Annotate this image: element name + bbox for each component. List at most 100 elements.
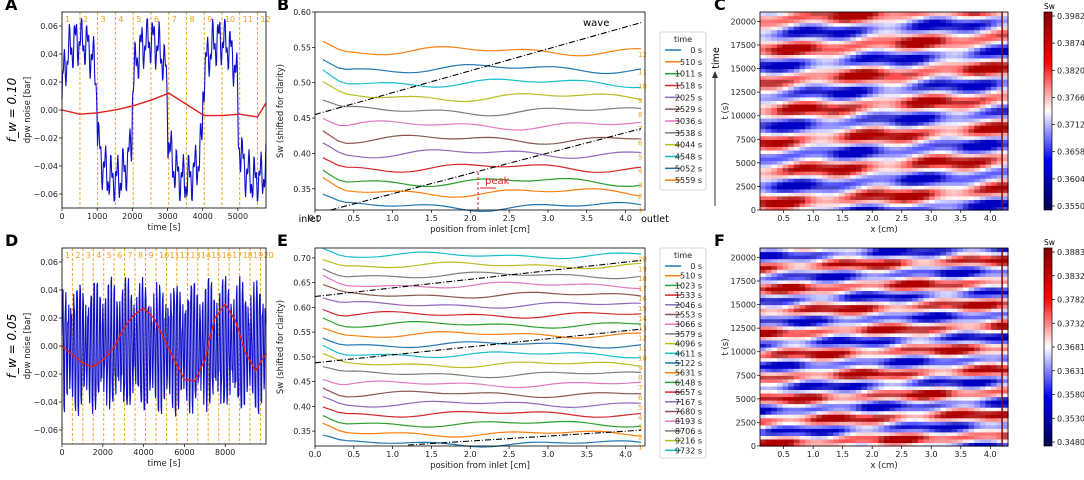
heatmap-cell [844,58,851,63]
y-tick-label: −0.04 [33,398,58,407]
heatmap-cell [962,149,970,154]
heatmap-cell [1002,329,1009,334]
heatmap-cell [895,438,902,443]
heatmap-cell [776,195,784,200]
heatmap-cell [940,19,947,24]
heatmap-cell [912,125,919,130]
heatmap-cell [912,407,919,412]
heatmap-cell [934,160,941,165]
heatmap-cell [957,36,964,41]
heatmap-cell [799,283,806,288]
heatmap-cell [776,103,784,108]
heatmap-cell [912,385,919,390]
heatmap-cell [861,164,868,169]
heatmap-cell [788,421,795,426]
heatmap-cell [805,428,812,433]
heatmap-cell [872,304,879,309]
heatmap-cell [760,164,767,169]
heatmap-cell [850,428,857,433]
heatmap-cell [805,364,812,369]
heatmap-cell [867,86,874,91]
heatmap-cell [776,36,784,41]
heatmap-cell [760,403,767,408]
heatmap-cell [782,417,789,422]
heatmap-cell [991,100,998,105]
heatmap-cell [895,311,902,316]
heatmap-cell [765,357,772,362]
heatmap-cell [838,40,846,45]
heatmap-cell [962,86,970,91]
legend-item-label: 0 s [690,46,702,55]
heatmap-cell [917,286,924,291]
heatmap-cell [889,315,896,320]
heatmap-cell [934,142,941,147]
heatmap-cell [867,428,874,433]
heatmap-cell [923,294,930,299]
heatmap-cell [946,375,953,380]
heatmap-cell [906,142,913,147]
heatmap-cell [771,315,778,320]
legend-item-label: 1518 s [675,82,702,91]
heatmap-cell [985,276,992,281]
heatmap-cell [957,65,964,70]
heatmap-cell [827,111,834,116]
heatmap-cell [850,294,857,299]
heatmap-cell [822,40,829,45]
heatmap-cell [855,336,862,341]
heatmap-cell [810,290,817,295]
heatmap-cell [946,93,953,98]
heatmap-cell [810,350,817,355]
heatmap-cell [929,164,936,169]
heatmap-cell [827,424,834,429]
heatmap-cell [776,164,784,169]
heatmap-cell [861,89,868,94]
heatmap-cell [833,65,840,70]
heatmap-cell [833,188,840,193]
heatmap-cell [760,343,767,348]
heatmap-cell [884,290,891,295]
heatmap-cell [855,86,862,91]
heatmap-cell [776,72,784,77]
heatmap-cell [855,174,862,179]
heatmap-cell [946,350,953,355]
x-tick-label: 1.0 [807,214,820,223]
heatmap-cell [827,29,834,34]
heatmap-cell [838,424,846,429]
heatmap-cell [979,339,986,344]
heatmap-cell [929,192,936,197]
heatmap-cell [906,93,913,98]
heatmap-cell [946,68,953,73]
heatmap-cell [968,12,975,17]
heatmap-cell [850,19,857,24]
heatmap-cell [844,157,851,162]
heatmap-cell [991,375,998,380]
heatmap-cell [923,206,930,211]
heatmap-cell [771,125,778,130]
heatmap-cell [855,178,862,183]
heatmap-cell [912,33,919,38]
heatmap-cell [917,396,924,401]
heatmap-cell [822,202,829,207]
heatmap-cell [760,407,767,412]
heatmap-cell [867,315,874,320]
heatmap-cell [951,157,958,162]
heatmap-cell [929,96,936,101]
heatmap-cell [934,301,941,306]
heatmap-cell [867,431,874,436]
heatmap-cell [861,202,868,207]
heatmap-cell [1002,103,1009,108]
heatmap-cell [934,286,941,291]
heatmap-cell [906,279,913,284]
heatmap-cell [979,15,986,20]
heatmap-cell [760,283,767,288]
heatmap-cell [974,107,981,112]
heatmap-cell [838,354,846,359]
heatmap-cell [867,354,874,359]
heatmap-cell [822,286,829,291]
heatmap-cell [996,311,1003,316]
heatmap-cell [917,72,924,77]
heatmap-cell [793,424,800,429]
heatmap-cell [799,75,806,80]
heatmap-cell [895,139,902,144]
peak-annotation: peak [485,176,510,187]
